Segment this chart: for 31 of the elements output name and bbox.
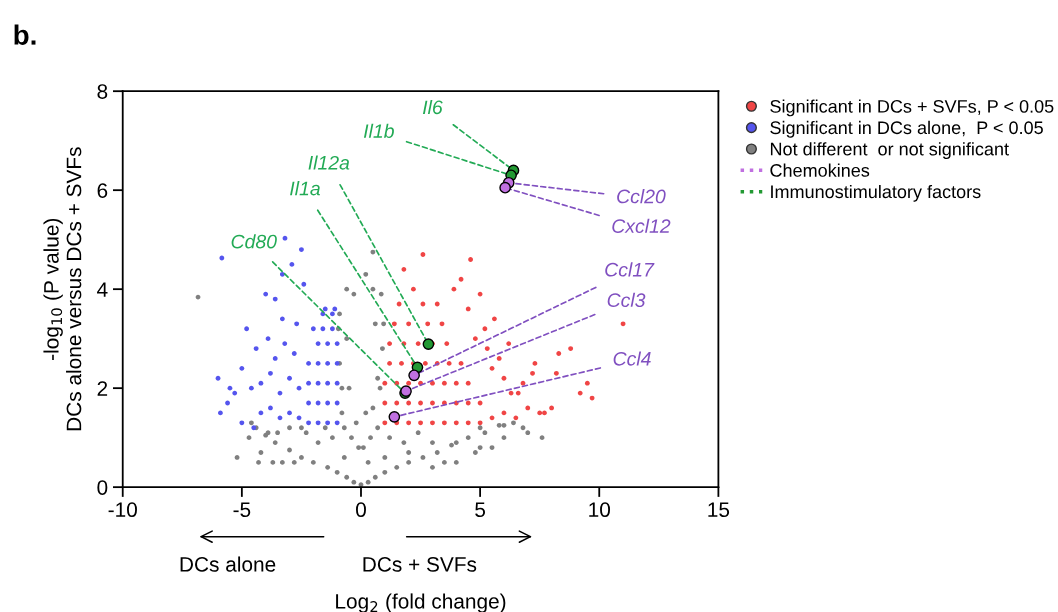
legend-label: Chemokines bbox=[770, 163, 870, 177]
y-tick-label: 8 bbox=[97, 84, 108, 99]
x-tick-label: 0 bbox=[356, 502, 366, 518]
annotation: Ccl4 bbox=[613, 351, 651, 366]
annotation: Ccl17 bbox=[605, 262, 655, 277]
y-tick-label: 6 bbox=[97, 183, 108, 198]
x-tick-label: -5 bbox=[233, 502, 251, 518]
annotation: Il6 bbox=[422, 99, 443, 115]
annotation: Ccl3 bbox=[607, 292, 646, 308]
legend-label: Not different or not significant bbox=[770, 142, 1009, 160]
y-tick-label: 0 bbox=[97, 480, 108, 495]
annotation: Il1b bbox=[363, 123, 394, 138]
annotation: Il1a bbox=[290, 181, 321, 196]
annotation: Cd80 bbox=[231, 234, 277, 249]
text: DCs + SVFs bbox=[363, 557, 477, 572]
legend-label: Significant in DCs alone, P < 0.05 bbox=[770, 120, 1043, 138]
annotation: Ccl20 bbox=[617, 189, 666, 204]
legend-label: Significant in DCs + SVFs, P < 0.05 bbox=[770, 99, 1054, 117]
x-tick-label: 15 bbox=[708, 502, 730, 518]
y-axis-title: -log$_{10}$ (P value) DCs alone versus DCs + SVFs bbox=[43, 147, 82, 431]
annotation: Il12a bbox=[308, 155, 350, 170]
text: b. bbox=[14, 24, 36, 45]
x-axis-title: Log$_{2}$ (fold change) bbox=[336, 593, 506, 612]
x-tick-label: -10 bbox=[108, 502, 137, 518]
x-tick-label: 10 bbox=[589, 502, 611, 518]
y-tick-label: 4 bbox=[97, 282, 108, 297]
y-tick-label: 2 bbox=[97, 381, 108, 396]
text: DCs alone bbox=[180, 556, 276, 572]
x-tick-label: 5 bbox=[475, 502, 486, 518]
legend-label: Immunostimulatory factors bbox=[771, 184, 981, 202]
annotation: Cxcl12 bbox=[612, 218, 671, 234]
